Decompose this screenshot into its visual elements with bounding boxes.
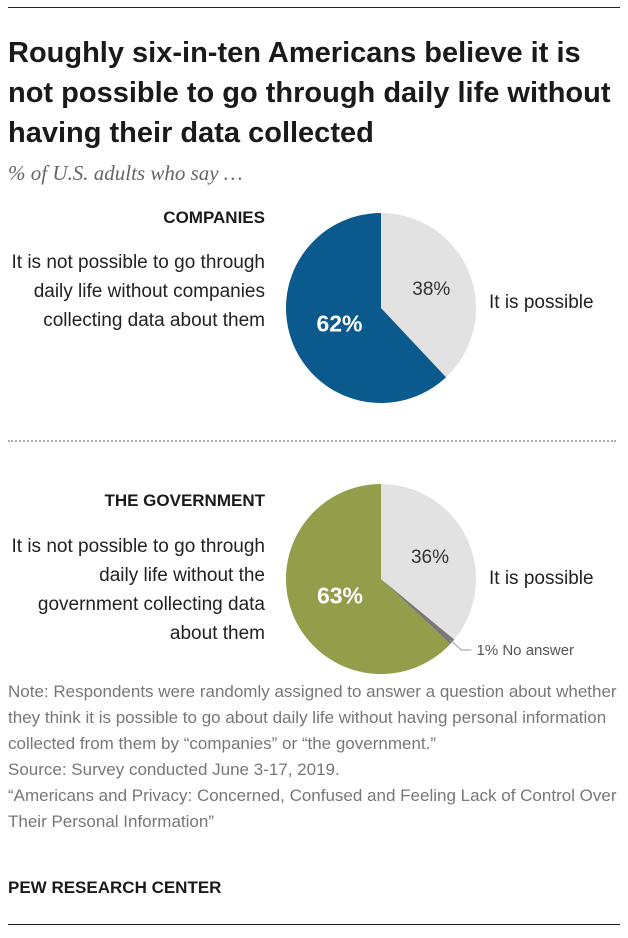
government-slice-it-is-not-possible	[285, 484, 451, 674]
companies-section-label: COMPANIES	[163, 208, 265, 227]
companies-slice-it-is-possible	[381, 213, 476, 378]
government-slice-no-answer	[381, 579, 455, 645]
brand-footer: PEW RESEARCH CENTER	[8, 878, 222, 897]
source-text: Source: Survey conducted June 3-17, 2019…	[8, 760, 340, 779]
government-slice-it-is-possible	[381, 484, 477, 640]
government-pie-chart: 63% 36% 1% No answer	[285, 484, 574, 674]
companies-left-label: It is not possible to go through daily l…	[11, 252, 266, 331]
government-leader-line	[449, 639, 472, 651]
government-section-label: THE GOVERNMENT	[104, 491, 265, 510]
section-divider	[8, 440, 616, 442]
government-label-it-is-possible: 36%	[411, 547, 449, 568]
companies-right-label: It is possible	[489, 292, 594, 313]
top-rule	[8, 7, 620, 8]
chart-title: Roughly six-in-ten Americans believe it …	[8, 37, 611, 149]
bottom-rule	[8, 924, 620, 925]
government-label-no-answer: 1% No answer	[477, 642, 575, 659]
report-citation: “Americans and Privacy: Concerned, Confu…	[8, 786, 617, 831]
note-text: Note: Respondents were randomly assigned…	[8, 682, 617, 753]
companies-label-it-is-not-possible: 62%	[316, 310, 362, 336]
notes-block: Note: Respondents were randomly assigned…	[8, 679, 620, 835]
government-right-label: It is possible	[489, 568, 594, 589]
government-left-label: It is not possible to go through daily l…	[11, 536, 266, 644]
companies-pie-chart: 62% 38%	[285, 213, 476, 403]
companies-label-it-is-possible: 38%	[412, 279, 450, 300]
companies-slice-it-is-not-possible	[285, 213, 447, 403]
chart-subtitle: % of U.S. adults who say …	[8, 161, 243, 185]
government-label-it-is-not-possible: 63%	[317, 583, 363, 609]
